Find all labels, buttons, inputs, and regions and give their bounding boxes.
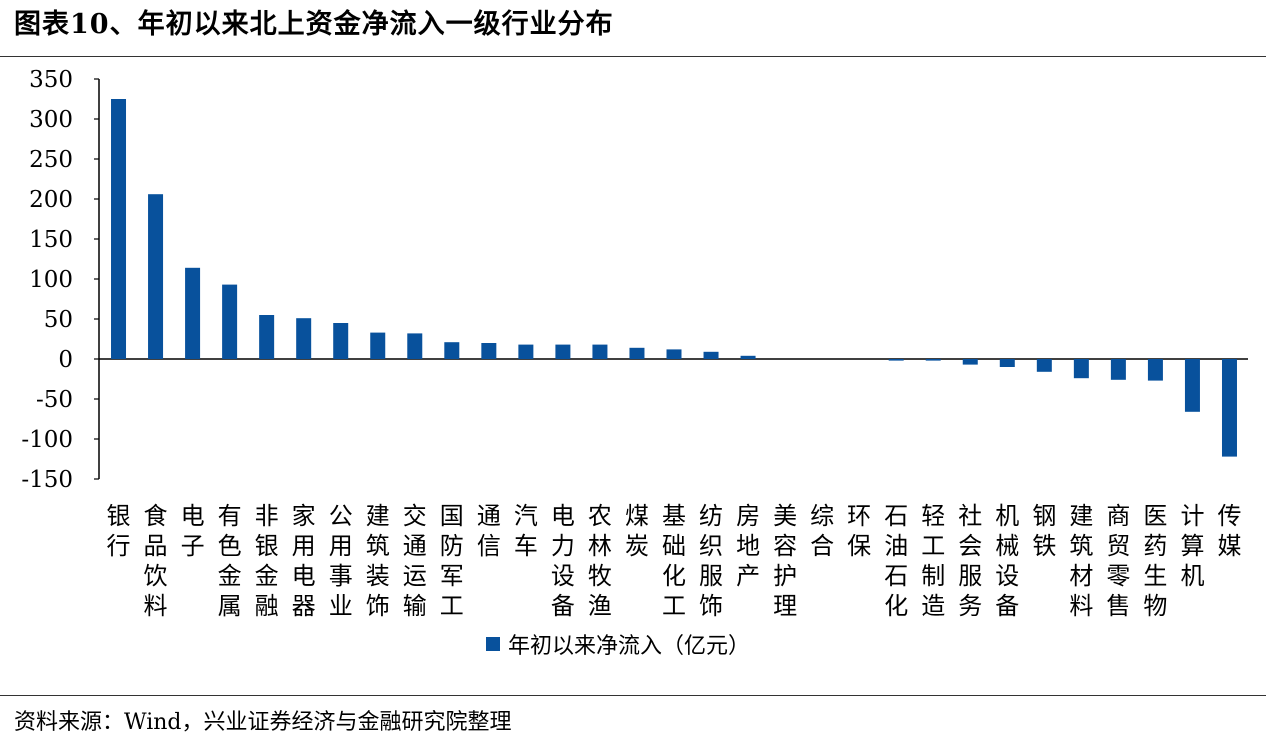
x-tick-label: 非银金融 <box>255 502 279 620</box>
x-tick-label: 国防军工 <box>440 502 464 620</box>
source-divider <box>0 695 1266 696</box>
x-tick-label: 电力设备 <box>551 502 575 620</box>
x-tick-label: 环保 <box>847 502 871 560</box>
y-tick-label: 200 <box>29 187 73 213</box>
bar-9 <box>407 333 423 359</box>
y-tick-label: 0 <box>58 347 73 373</box>
x-tick-label: 建筑材料 <box>1069 502 1093 620</box>
bar-5 <box>259 315 275 359</box>
bar-24 <box>962 359 978 365</box>
bar-25 <box>999 359 1015 367</box>
x-tick-label: 钢铁 <box>1032 502 1056 560</box>
bar-28 <box>1110 359 1126 380</box>
x-tick-label: 基础化工 <box>662 502 686 620</box>
x-tick-label: 通信 <box>477 502 501 560</box>
bar-27 <box>1073 359 1089 379</box>
y-tick-label: 150 <box>29 227 73 253</box>
y-tick-label: 100 <box>29 267 73 293</box>
bars-group <box>111 99 1237 457</box>
bar-14 <box>592 344 608 359</box>
bar-8 <box>370 332 386 359</box>
x-tick-label: 机械设备 <box>995 502 1019 620</box>
y-tick-label: 350 <box>29 67 73 93</box>
bar-29 <box>1147 359 1163 381</box>
x-tick-label: 煤炭 <box>625 502 649 560</box>
y-axis: 350 300 250 200 150 100 50 0 -50 -100 -150 <box>21 67 1248 493</box>
x-tick-label: 石油石化 <box>884 502 908 620</box>
bar-1 <box>111 99 127 359</box>
x-tick-label: 社会服务 <box>958 502 982 620</box>
bar-15 <box>629 347 645 359</box>
bar-12 <box>518 344 534 359</box>
x-tick-label: 食品饮料 <box>144 502 168 620</box>
bar-7 <box>333 323 349 359</box>
bar-23 <box>925 359 941 361</box>
bar-11 <box>481 343 497 359</box>
bar-22 <box>888 359 904 361</box>
x-tick-label: 计算机 <box>1180 502 1204 590</box>
bar-3 <box>185 267 201 359</box>
legend-swatch <box>486 637 500 651</box>
bar-6 <box>296 318 312 359</box>
x-tick-label: 农林牧渔 <box>588 502 612 620</box>
bar-4 <box>222 284 238 359</box>
x-tick-label: 银行 <box>107 502 131 560</box>
bar-10 <box>444 342 460 359</box>
x-tick-labels: 银行食品饮料电子有色金属非银金融家用电器公用事业建筑装饰交通运输国防军工通信汽车… <box>107 502 1242 620</box>
x-tick-label: 建筑装饰 <box>366 502 390 620</box>
bar-13 <box>555 344 571 359</box>
bar-26 <box>1036 359 1052 372</box>
x-tick-label: 汽车 <box>514 502 538 560</box>
x-tick-label: 公用事业 <box>329 502 353 620</box>
legend: 年初以来净流入（亿元） <box>486 628 750 660</box>
bar-18 <box>740 355 756 359</box>
x-tick-label: 美容护理 <box>773 502 797 620</box>
chart-title: 图表10、年初以来北上资金净流入一级行业分布 <box>14 9 614 40</box>
y-tick-label: -50 <box>36 387 73 413</box>
x-tick-label: 传媒 <box>1217 502 1241 560</box>
bar-16 <box>666 349 682 359</box>
y-tick-label: -150 <box>21 467 73 493</box>
y-tick-label: -100 <box>21 427 73 453</box>
bar-30 <box>1184 359 1200 412</box>
x-tick-label: 电子 <box>181 502 205 560</box>
x-tick-label: 综合 <box>810 502 834 560</box>
x-tick-label: 交通运输 <box>403 502 427 620</box>
x-tick-label: 医药生物 <box>1143 502 1167 620</box>
y-tick-label: 250 <box>29 147 73 173</box>
legend-label: 年初以来净流入（亿元） <box>508 634 751 659</box>
bar-17 <box>703 351 719 359</box>
x-tick-label: 轻工制造 <box>921 502 945 620</box>
y-tick-label: 300 <box>29 107 73 133</box>
bar-31 <box>1221 359 1237 457</box>
x-tick-label: 纺织服饰 <box>699 502 723 620</box>
title-divider <box>0 56 1266 57</box>
bar-2 <box>148 194 164 359</box>
x-tick-label: 商贸零售 <box>1106 502 1130 620</box>
y-tick-label: 50 <box>44 307 73 333</box>
x-tick-label: 有色金属 <box>218 502 242 620</box>
source-note: 资料来源：Wind，兴业证券经济与金融研究院整理 <box>14 710 512 735</box>
x-tick-label: 家用电器 <box>292 502 316 620</box>
x-tick-label: 房地产 <box>736 502 760 590</box>
